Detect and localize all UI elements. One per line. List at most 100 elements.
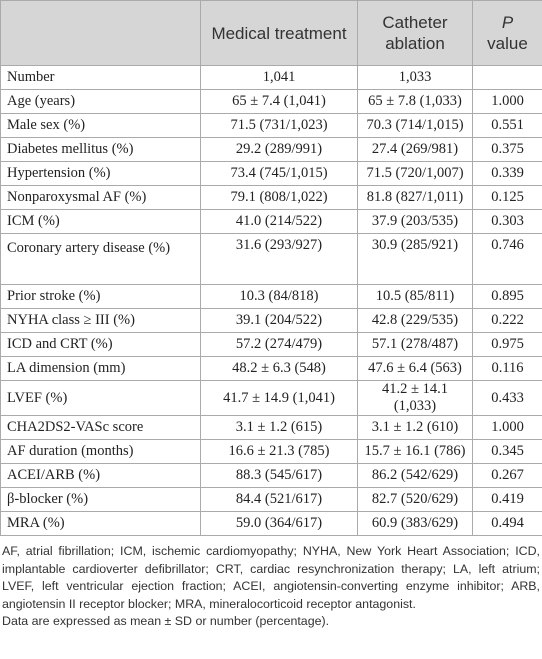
row-label: Coronary artery disease (%) [0,233,201,285]
table-row: Age (years) 65 ± 7.4 (1,041) 65 ± 7.8 (1,0… [0,89,542,114]
p-italic: P [501,13,514,32]
table-cell: 1.000 [472,415,542,440]
table-cell: 71.5 (731/1,023) [200,113,358,138]
table-cell: 10.5 (85/811) [357,284,473,309]
table-cell: 0.433 [472,380,542,416]
table-cell: 82.7 (520/629) [357,487,473,512]
row-label: AF duration (months) [0,439,201,464]
table-cell: 0.494 [472,511,542,536]
table-cell: 16.6 ± 21.3 (785) [200,439,358,464]
table-cell: 29.2 (289/991) [200,137,358,162]
table-row: Male sex (%) 71.5 (731/1,023) 70.3 (714/1,… [0,113,542,138]
row-label: Nonparoxysmal AF (%) [0,185,201,210]
table-cell: 1.000 [472,89,542,114]
table-cell: 31.6 (293/927) [200,233,358,285]
table-row: Hypertension (%) 73.4 (745/1,015) 71.5 (72… [0,161,542,186]
table-row: AF duration (months) 16.6 ± 21.3 (785) 15.… [0,439,542,464]
row-label: CHA2DS2-VASc score [0,415,201,440]
table-cell: 0.125 [472,185,542,210]
table-cell: 1,033 [357,65,473,90]
table-cell: 41.7 ± 14.9 (1,041) [200,380,358,416]
row-label: LA dimension (mm) [0,356,201,381]
table-row: ICD and CRT (%) 57.2 (274/479) 57.1 (278/4… [0,332,542,357]
table-cell: 48.2 ± 6.3 (548) [200,356,358,381]
row-label: LVEF (%) [0,380,201,416]
table-cell: 57.1 (278/487) [357,332,473,357]
table-row: Diabetes mellitus (%) 29.2 (289/991) 27.4 … [0,137,542,162]
table-cell: 70.3 (714/1,015) [357,113,473,138]
footnotes: AF, atrial fibrillation; ICM, ischemic c… [0,543,542,631]
row-label: ICM (%) [0,209,201,234]
table-cell: 41.2 ± 14.1 (1,033) [357,380,473,416]
table-cell: 73.4 (745/1,015) [200,161,358,186]
table-cell: 0.375 [472,137,542,162]
table-cell: 0.116 [472,356,542,381]
table-cell: 0.895 [472,284,542,309]
table-cell: 86.2 (542/629) [357,463,473,488]
table-cell: 3.1 ± 1.2 (610) [357,415,473,440]
table-cell: 0.551 [472,113,542,138]
table-cell: 37.9 (203/535) [357,209,473,234]
table-cell: 79.1 (808/1,022) [200,185,358,210]
table-cell: 0.303 [472,209,542,234]
header-cell: Medical treatment [200,0,358,66]
table-row: ACEI/ARB (%) 88.3 (545/617) 86.2 (542/629)… [0,463,542,488]
row-label: β-blocker (%) [0,487,201,512]
row-label: NYHA class ≥ III (%) [0,308,201,333]
table-cell: 15.7 ± 16.1 (786) [357,439,473,464]
table-cell: 0.746 [472,233,542,285]
table-row: ICM (%) 41.0 (214/522) 37.9 (203/535) 0.303 [0,209,542,234]
row-label: Prior stroke (%) [0,284,201,309]
table-cell: 0.267 [472,463,542,488]
footnote: AF, atrial fibrillation; ICM, ischemic c… [2,544,540,611]
table-row: NYHA class ≥ III (%) 39.1 (204/522) 42.8 (… [0,308,542,333]
table-cell: 3.1 ± 1.2 (615) [200,415,358,440]
row-label: ICD and CRT (%) [0,332,201,357]
table-cell: 30.9 (285/921) [357,233,473,285]
table-cell [472,65,542,90]
table-cell: 47.6 ± 6.4 (563) [357,356,473,381]
row-label: MRA (%) [0,511,201,536]
table-row: Nonparoxysmal AF (%) 79.1 (808/1,022) 81.8… [0,185,542,210]
corner-cell [0,0,201,66]
table-cell: 41.0 (214/522) [200,209,358,234]
table-row: CHA2DS2-VASc score 3.1 ± 1.2 (615) 3.1 ± 1… [0,415,542,440]
row-label: Hypertension (%) [0,161,201,186]
table-cell: 39.1 (204/522) [200,308,358,333]
table-cell: 65 ± 7.4 (1,041) [200,89,358,114]
table-cell: 0.222 [472,308,542,333]
row-label: Age (years) [0,89,201,114]
p-suffix: value [487,34,528,53]
table-cell: 57.2 (274/479) [200,332,358,357]
table-cell: 0.345 [472,439,542,464]
table-cell: 10.3 (84/818) [200,284,358,309]
table-row: Prior stroke (%) 10.3 (84/818) 10.5 (85/81… [0,284,542,309]
table-cell: 42.8 (229/535) [357,308,473,333]
table-cell: 0.339 [472,161,542,186]
table-cell: 88.3 (545/617) [200,463,358,488]
table-row: LVEF (%) 41.7 ± 14.9 (1,041) 41.2 ± 14.1 (… [0,380,542,416]
footnote: Data are expressed as mean ± SD or numbe… [2,614,330,628]
header-cell: Catheter ablation [357,0,473,66]
table-cell: 81.8 (827/1,011) [357,185,473,210]
row-label: Number [0,65,201,90]
table-row: MRA (%) 59.0 (364/617) 60.9 (383/629) 0.494 [0,511,542,536]
table-cell: 59.0 (364/617) [200,511,358,536]
table-cell: 60.9 (383/629) [357,511,473,536]
row-label: Male sex (%) [0,113,201,138]
table-row: β-blocker (%) 84.4 (521/617) 82.7 (520/629… [0,487,542,512]
table-cell: 27.4 (269/981) [357,137,473,162]
row-label: Diabetes mellitus (%) [0,137,201,162]
row-label: ACEI/ARB (%) [0,463,201,488]
table-row: Coronary artery disease (%) 31.6 (293/927… [0,233,542,285]
table-row: LA dimension (mm) 48.2 ± 6.3 (548) 47.6 ± … [0,356,542,381]
table-cell: 1,041 [200,65,358,90]
table-cell: 71.5 (720/1,007) [357,161,473,186]
table-row: Number 1,041 1,033 [0,65,542,90]
table-body: Number 1,041 1,033 Age (years) 65 ± 7.4 (1,0… [0,65,542,536]
table-cell: 0.419 [472,487,542,512]
